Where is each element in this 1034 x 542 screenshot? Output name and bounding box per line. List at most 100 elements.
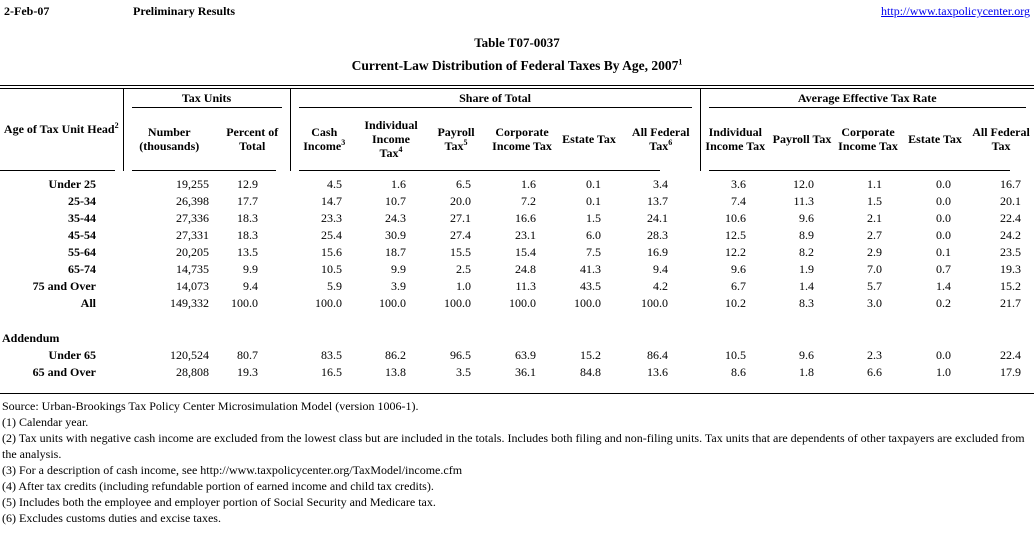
cell-aetr-individual-income-tax: 12.5 (725, 228, 747, 242)
table-title: Current-Law Distribution of Federal Taxe… (0, 58, 1034, 74)
cell-share-all-federal-tax: 100.0 (641, 296, 669, 310)
cell-aetr-estate-tax: 1.4 (936, 279, 952, 293)
cell-share-cash-income: 83.5 (321, 348, 342, 362)
age-column-header: Age of Tax Unit Head2 (0, 89, 123, 169)
cell-number-thousands: 20,205 (176, 245, 209, 259)
column-header: Payroll Tax5 (437, 125, 475, 153)
cell-share-payroll-tax: 20.0 (450, 194, 471, 208)
cell-percent-of-total: 18.3 (237, 211, 258, 225)
footnotes: Source: Urban-Brookings Tax Policy Cente… (0, 394, 1034, 526)
column-header: All Federal Tax6 (631, 125, 690, 153)
row-label: 25-34 (68, 194, 96, 208)
age-column-footnote-marker: 2 (114, 120, 119, 130)
cell-share-cash-income: 4.5 (327, 177, 342, 191)
cell-share-all-federal-tax: 24.1 (647, 211, 669, 225)
footnote: (5) Includes both the employee and emplo… (2, 495, 436, 509)
cell-share-corporate-income-tax: 11.3 (515, 279, 536, 293)
cell-share-corporate-income-tax: 1.6 (521, 177, 536, 191)
group-header-average-effective-tax-rate: Average Effective Tax Rate (699, 89, 1034, 109)
addendum-label: Addendum (2, 331, 60, 345)
report-date: 2-Feb-07 (4, 4, 50, 18)
table-row: 75 and Over 14,073 9.4 5.9 3.9 1.0 11.3 … (0, 278, 1034, 295)
footnote: (4) After tax credits (including refunda… (2, 479, 434, 493)
cell-aetr-all-federal-tax: 22.4 (1000, 348, 1022, 362)
cell-number-thousands: 26,398 (176, 194, 209, 208)
cell-share-corporate-income-tax: 23.1 (515, 228, 536, 242)
cell-aetr-corporate-income-tax: 2.7 (867, 228, 883, 242)
cell-aetr-payroll-tax: 8.3 (799, 296, 815, 310)
cell-share-individual-income-tax: 100.0 (379, 296, 406, 310)
site-link[interactable]: http://www.taxpolicycenter.org (881, 4, 1030, 18)
cell-aetr-all-federal-tax: 20.1 (1000, 194, 1022, 208)
cell-share-all-federal-tax: 28.3 (647, 228, 669, 242)
cell-aetr-all-federal-tax: 17.9 (1000, 365, 1022, 379)
column-header: Percent of Total (226, 125, 279, 153)
cell-number-thousands: 27,331 (176, 228, 209, 242)
cell-aetr-estate-tax: 0.7 (936, 262, 952, 276)
row-label: Under 65 (48, 348, 96, 362)
cell-percent-of-total: 9.9 (243, 262, 258, 276)
cell-share-cash-income: 25.4 (321, 228, 342, 242)
cell-aetr-corporate-income-tax: 3.0 (867, 296, 883, 310)
cell-percent-of-total: 13.5 (237, 245, 258, 259)
cell-aetr-corporate-income-tax: 6.6 (867, 365, 883, 379)
cell-share-estate-tax: 84.8 (580, 365, 601, 379)
cell-share-estate-tax: 1.5 (586, 211, 601, 225)
cell-aetr-payroll-tax: 9.6 (799, 348, 815, 362)
footnote: (6) Excludes customs duties and excise t… (2, 511, 221, 525)
table-row: 55-64 20,205 13.5 15.6 18.7 15.5 15.4 7.… (0, 244, 1034, 261)
addendum-rows: Addendum Under 65 120,524 80.7 83.5 86.2… (0, 312, 1034, 394)
cell-percent-of-total: 80.7 (237, 348, 258, 362)
cell-aetr-payroll-tax: 11.3 (793, 194, 815, 208)
row-label: 35-44 (68, 211, 96, 225)
cell-percent-of-total: 100.0 (231, 296, 258, 310)
cell-aetr-corporate-income-tax: 2.3 (867, 348, 883, 362)
column-header-row: Number (thousands) Percent of Total Cash I… (0, 109, 1034, 169)
cell-aetr-individual-income-tax: 10.6 (725, 211, 747, 225)
cell-share-payroll-tax: 6.5 (456, 177, 471, 191)
cell-number-thousands: 14,735 (176, 262, 209, 276)
table-row: 45-54 27,331 18.3 25.4 30.9 27.4 23.1 6.… (0, 227, 1034, 244)
header-bottom-rule (0, 169, 1034, 171)
cell-share-cash-income: 16.5 (321, 365, 342, 379)
cell-aetr-corporate-income-tax: 7.0 (867, 262, 883, 276)
table-top-rule (0, 85, 1034, 89)
cell-aetr-payroll-tax: 9.6 (799, 211, 815, 225)
cell-aetr-individual-income-tax: 8.6 (731, 365, 747, 379)
cell-aetr-individual-income-tax: 12.2 (725, 245, 747, 259)
cell-share-all-federal-tax: 9.4 (653, 262, 669, 276)
cell-aetr-corporate-income-tax: 2.1 (867, 211, 883, 225)
cell-number-thousands: 27,336 (176, 211, 209, 225)
cell-aetr-all-federal-tax: 15.2 (1000, 279, 1022, 293)
cell-aetr-estate-tax: 0.0 (936, 194, 952, 208)
row-label: 45-54 (68, 228, 96, 242)
cell-number-thousands: 120,524 (170, 348, 209, 362)
cell-percent-of-total: 17.7 (237, 194, 258, 208)
cell-number-thousands: 28,808 (176, 365, 209, 379)
footnote: Source: Urban-Brookings Tax Policy Cente… (2, 399, 419, 413)
cell-share-payroll-tax: 1.0 (456, 279, 471, 293)
main-rows: Under 25 19,255 12.9 4.5 1.6 6.5 1.6 0.1… (0, 171, 1034, 312)
cell-aetr-estate-tax: 0.1 (936, 245, 952, 259)
cell-share-individual-income-tax: 10.7 (385, 194, 406, 208)
row-label: 65 and Over (32, 365, 96, 379)
column-header: Estate Tax (908, 132, 962, 146)
cell-aetr-payroll-tax: 1.9 (799, 262, 815, 276)
table-title-footnote-marker: 1 (678, 57, 683, 67)
cell-aetr-individual-income-tax: 9.6 (731, 262, 747, 276)
preliminary-status: Preliminary Results (133, 4, 236, 18)
cell-share-payroll-tax: 100.0 (444, 296, 471, 310)
cell-aetr-payroll-tax: 8.2 (799, 245, 815, 259)
cell-share-corporate-income-tax: 100.0 (509, 296, 536, 310)
cell-share-cash-income: 15.6 (321, 245, 342, 259)
cell-aetr-corporate-income-tax: 1.5 (867, 194, 883, 208)
column-header: Individual Income Tax4 (364, 118, 418, 160)
column-header: Payroll Tax (772, 132, 832, 146)
cell-aetr-all-federal-tax: 19.3 (1000, 262, 1022, 276)
cell-share-individual-income-tax: 3.9 (391, 279, 406, 293)
cell-aetr-corporate-income-tax: 5.7 (867, 279, 883, 293)
cell-share-all-federal-tax: 16.9 (647, 245, 669, 259)
row-label: Under 25 (48, 177, 96, 191)
cell-aetr-estate-tax: 0.0 (936, 177, 952, 191)
addendum-label-row: Addendum (0, 312, 1034, 347)
